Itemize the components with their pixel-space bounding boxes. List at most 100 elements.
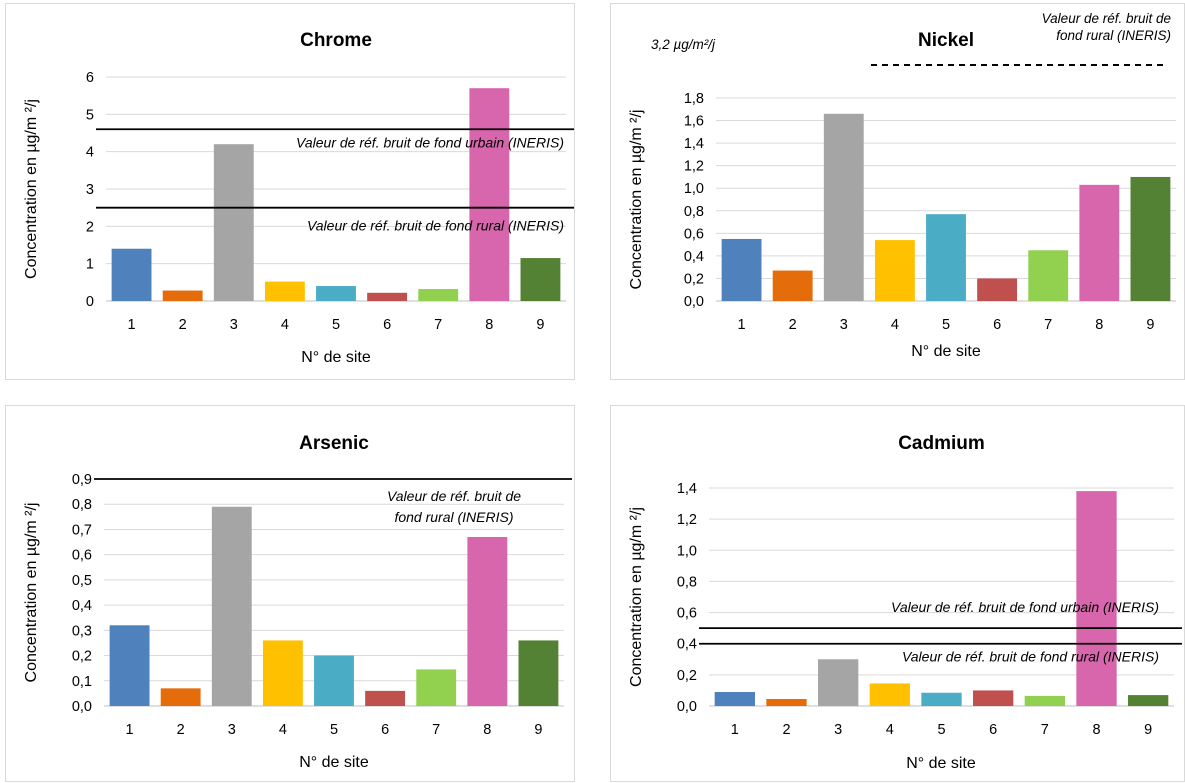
y-tick-label: 1,4: [684, 136, 704, 152]
reference-label: Valeur de réf. bruit de fond urbain (INE…: [891, 599, 1159, 615]
reference-label: Valeur de réf. bruit de fond rural (INER…: [902, 649, 1159, 665]
bar: [520, 258, 561, 301]
x-tick-label: 6: [989, 722, 997, 738]
bar: [316, 286, 356, 301]
bar: [109, 625, 150, 706]
bar: [921, 692, 962, 706]
reference-label: Valeur de réf. bruit de: [387, 488, 521, 504]
x-tick-label: 7: [434, 317, 442, 333]
bar: [367, 292, 408, 301]
bar: [977, 278, 1018, 301]
x-tick-label: 9: [1146, 317, 1154, 333]
y-tick-label: 0,8: [684, 204, 704, 220]
bar: [264, 281, 305, 301]
bar: [262, 640, 303, 706]
x-tick-label: 4: [279, 722, 287, 738]
bar: [1130, 176, 1171, 301]
bar: [314, 655, 354, 706]
chart-svg-cadmium: Cadmium 0,0 0,2 0,4 0,6 0,8 1,0 1,2 1,4 1 2 3 4 5 6 7 8 9…: [628, 433, 1182, 772]
bar: [365, 690, 406, 706]
x-tick-label: 7: [432, 722, 440, 738]
x-tick-label: 8: [1092, 722, 1100, 738]
y-axis-title: Concentration en µg/m ²/j: [23, 503, 40, 683]
bar: [1024, 695, 1065, 706]
y-tick-label: 0,2: [72, 649, 92, 665]
x-tick-label: 3: [230, 317, 238, 333]
y-tick-label: 0,5: [72, 573, 92, 589]
bar: [1128, 695, 1169, 706]
x-axis-title: N° de site: [906, 755, 976, 772]
bar: [418, 289, 459, 301]
bar: [772, 270, 813, 301]
bar: [467, 537, 508, 706]
y-tick-label: 0,1: [72, 674, 92, 690]
x-tick-label: 5: [330, 722, 338, 738]
x-tick-label: 2: [789, 317, 797, 333]
x-tick-label: 6: [993, 317, 1001, 333]
y-tick-label: 5: [86, 107, 94, 123]
x-tick-label: 8: [485, 317, 493, 333]
bar: [766, 698, 807, 706]
bar: [1028, 250, 1069, 301]
y-tick-label: 1,2: [684, 159, 704, 175]
bar: [162, 290, 203, 301]
bar: [869, 683, 910, 706]
reference-label: fond rural (INERIS): [1056, 28, 1171, 43]
bar: [111, 248, 152, 301]
bar: [518, 640, 559, 706]
chart-panel-arsenic: Arsenic 0,0 0,1 0,2 0,3 0,4 0,5 0,6 0,7 0,8 0,9 1 2 3…: [5, 405, 575, 782]
x-tick-label: 1: [731, 722, 739, 738]
chart-title: Nickel: [918, 30, 974, 51]
x-tick-label: 7: [1041, 722, 1049, 738]
y-tick-label: 1,4: [677, 481, 697, 497]
x-tick-label: 9: [1144, 722, 1152, 738]
x-tick-label: 2: [177, 722, 185, 738]
bar: [1076, 491, 1117, 706]
chart-title: Arsenic: [299, 433, 369, 454]
y-tick-label: 0,8: [677, 574, 697, 590]
x-tick-label: 9: [536, 317, 544, 333]
y-tick-label: 0,4: [72, 598, 92, 614]
y-tick-label: 0,0: [72, 699, 92, 715]
y-tick-label: 0,0: [684, 294, 704, 310]
bar: [416, 669, 457, 706]
x-tick-label: 3: [228, 722, 236, 738]
chart-title: Cadmium: [898, 433, 985, 454]
x-tick-label: 9: [534, 722, 542, 738]
x-axis-title: N° de site: [301, 349, 371, 366]
bar: [823, 113, 864, 302]
bar: [211, 506, 252, 706]
y-tick-label: 0,9: [72, 472, 92, 488]
x-tick-label: 1: [738, 317, 746, 333]
y-tick-label: 1,0: [684, 181, 704, 197]
x-tick-label: 7: [1044, 317, 1052, 333]
x-axis-title: N° de site: [299, 754, 369, 771]
chart-panel-chrome: Chrome 0 1 2 3 4 5 6 1 2 3 4 5 6 7 8 9 N° de site Concentr…: [5, 3, 575, 380]
bar: [160, 688, 201, 706]
chart-title: Chrome: [300, 30, 372, 51]
chart-svg-arsenic: Arsenic 0,0 0,1 0,2 0,3 0,4 0,5 0,6 0,7 0,8 0,9 1 2 3…: [23, 433, 572, 771]
x-tick-label: 5: [937, 722, 945, 738]
y-tick-label: 0,4: [684, 249, 704, 265]
bar: [213, 144, 254, 301]
y-tick-label: 0,0: [677, 699, 697, 715]
x-tick-label: 8: [1095, 317, 1103, 333]
y-tick-label: 0,6: [684, 226, 704, 242]
x-tick-label: 5: [332, 317, 340, 333]
x-tick-label: 3: [840, 317, 848, 333]
bar: [1079, 184, 1120, 301]
y-axis-title: Concentration en µg/m ²/j: [628, 507, 645, 687]
y-tick-label: 0,4: [677, 637, 697, 653]
chart-svg-nickel: Nickel 0,0 0,2 0,4 0,6 0,8 1,0 1,2 1,4 1,6 1,8 1 2 3 4…: [628, 11, 1176, 360]
chart-panel-cadmium: Cadmium 0,0 0,2 0,4 0,6 0,8 1,0 1,2 1,4 1 2 3 4 5 6 7 8 9…: [610, 405, 1185, 782]
reference-label: Valeur de réf. bruit de fond urbain (INE…: [296, 134, 564, 150]
y-tick-label: 0,7: [72, 522, 92, 538]
y-tick-label: 1,0: [677, 543, 697, 559]
reference-label: Valeur de réf. bruit de: [1042, 11, 1171, 26]
x-tick-label: 1: [128, 317, 136, 333]
reference-value-label: 3,2 µg/m²/j: [651, 37, 716, 52]
y-tick-label: 3: [86, 182, 94, 198]
x-tick-label: 4: [281, 317, 289, 333]
bar: [818, 659, 859, 706]
x-axis-title: N° de site: [911, 343, 981, 360]
